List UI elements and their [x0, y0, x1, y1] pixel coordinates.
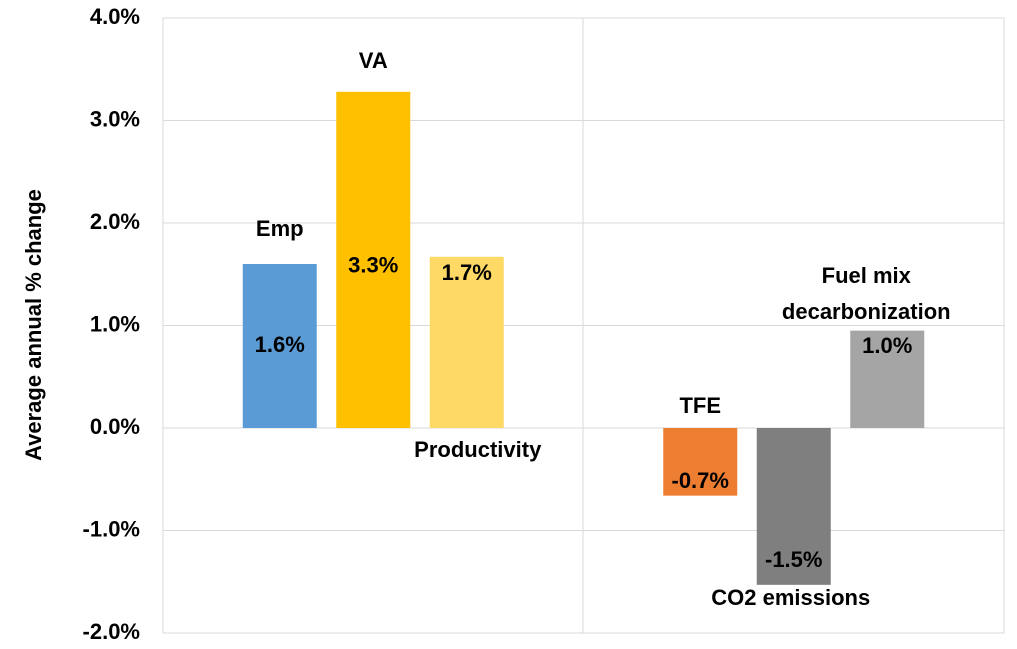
category-label: CO2 emissions [711, 584, 871, 610]
category-label: VA [358, 47, 388, 73]
data-label: -0.7% [672, 468, 729, 493]
category-label: Emp [255, 216, 304, 241]
data-label: 1.7% [442, 260, 492, 285]
category-label: Productivity [414, 437, 542, 462]
data-label: 1.0% [862, 333, 912, 358]
category-text: Fuel mix decarbonization [781, 262, 951, 324]
category-text: Emp [255, 216, 304, 241]
category-text: Productivity [414, 437, 542, 462]
category-text: CO2 emissions [711, 584, 871, 610]
category-text: VA [358, 47, 388, 73]
category-label: TFE [679, 393, 722, 418]
bar [850, 330, 925, 428]
y-tick-label: 1.0% [90, 311, 140, 336]
bar [429, 256, 504, 428]
data-label: 1.6% [255, 332, 305, 357]
y-tick-label: 0.0% [90, 414, 140, 439]
y-tick-label: -2.0% [83, 619, 140, 644]
data-label: -1.5% [765, 547, 822, 572]
data-label: 3.3% [348, 252, 398, 277]
bar [242, 264, 317, 428]
bar [336, 91, 411, 429]
y-axis-label: Average annual % change [21, 189, 46, 461]
y-tick-label: -1.0% [83, 516, 140, 541]
bar [663, 428, 738, 496]
category-text: TFE [679, 393, 722, 418]
bar [756, 428, 831, 585]
category-label: Fuel mix decarbonization [781, 262, 951, 324]
y-tick-label: 3.0% [90, 106, 140, 131]
y-tick-label: 4.0% [90, 4, 140, 29]
y-tick-label: 2.0% [90, 209, 140, 234]
